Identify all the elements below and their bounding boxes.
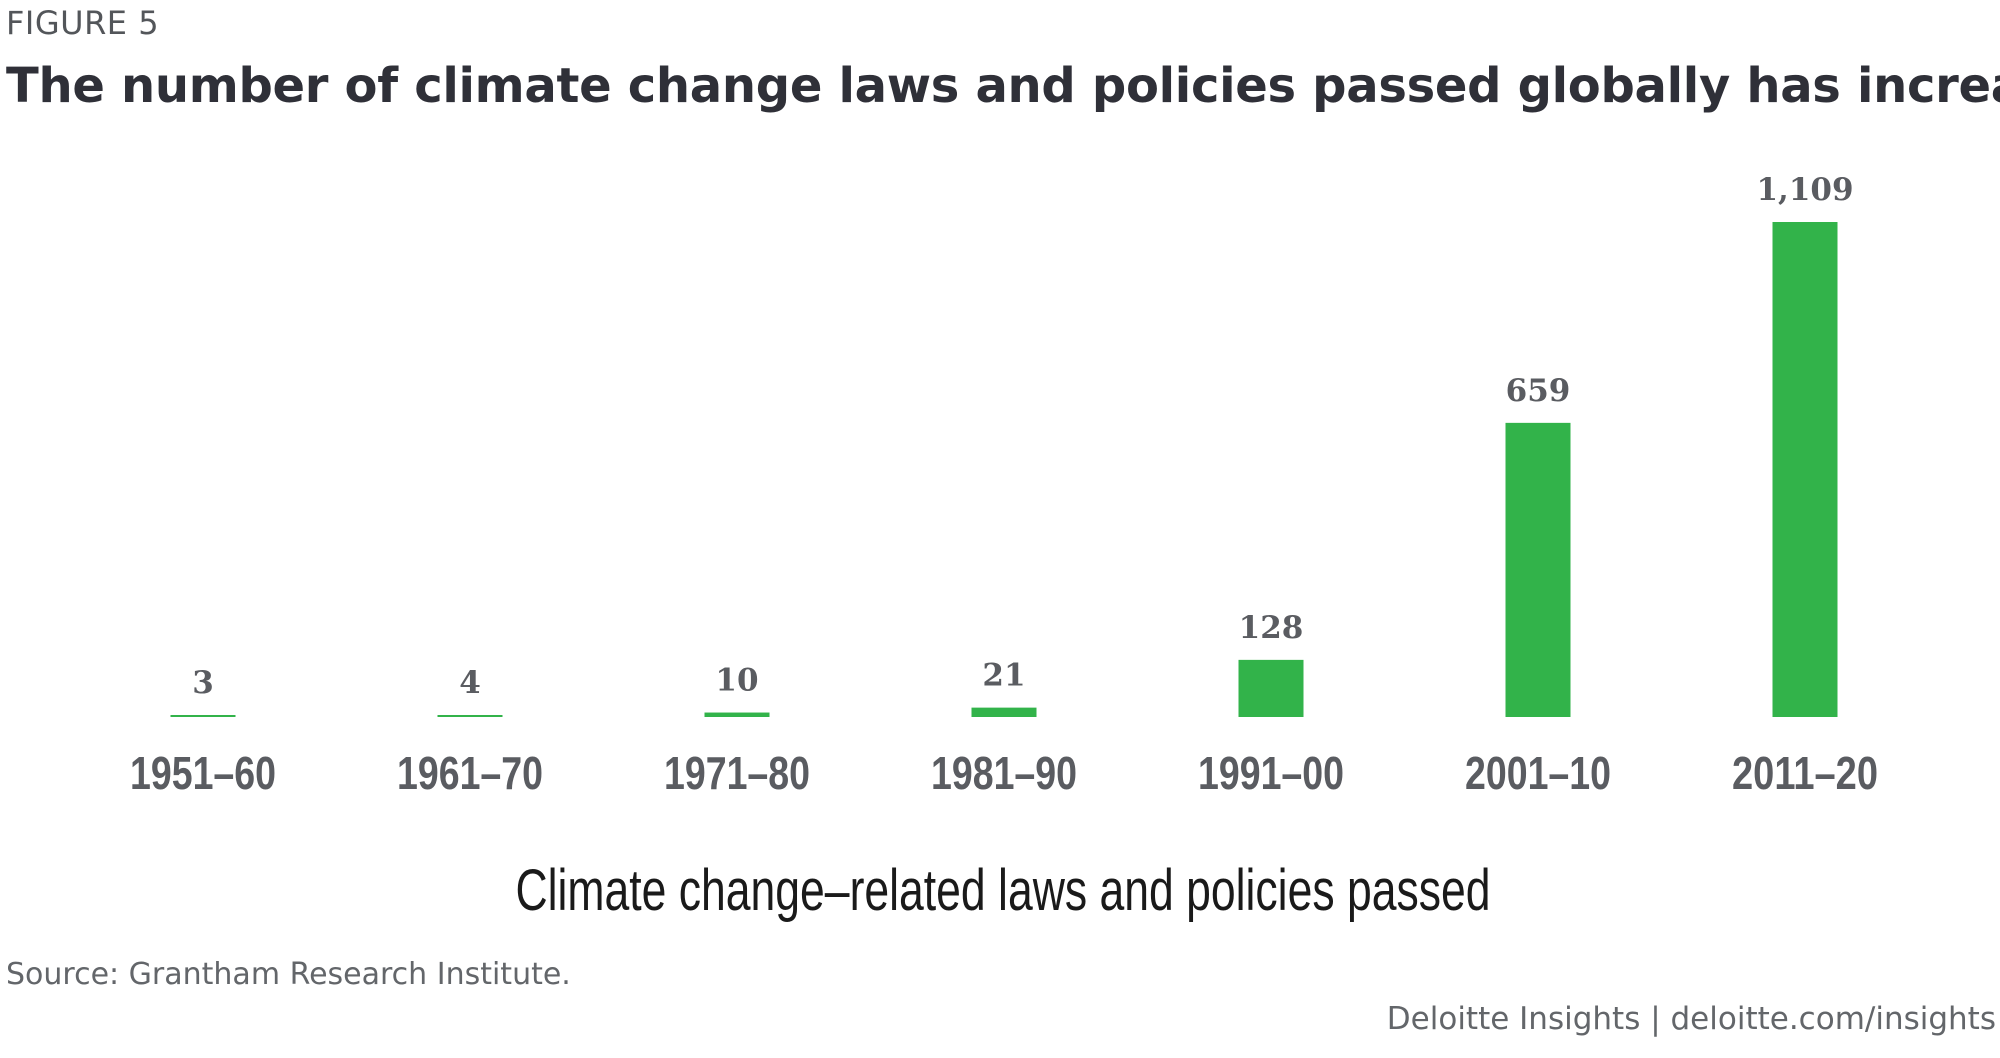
category-labels-group: 1951–60 1961–70 1971–80 1981–90 1991–00 2001–…	[130, 747, 1878, 799]
bar-1971–80	[704, 712, 770, 717]
value-label: 659	[1506, 373, 1571, 409]
category-label: 1991–00	[1198, 747, 1344, 799]
category-label: 1961–70	[397, 747, 543, 799]
category-label: 1981–90	[931, 747, 1077, 799]
value-labels-group: 3 4 10 21 128 659 1,109	[192, 172, 1853, 701]
value-label: 3	[192, 665, 214, 701]
category-label: 1951–60	[130, 747, 276, 799]
bar-2011–20	[1772, 222, 1838, 717]
source-note: Source: Grantham Research Institute.	[6, 957, 571, 992]
bar-1961–70	[437, 715, 503, 717]
footer-credit: Deloitte Insights | deloitte.com/insight…	[1386, 1001, 1996, 1037]
value-label: 128	[1239, 610, 1304, 646]
chart-title: The number of climate change laws and po…	[6, 58, 2000, 114]
bars-group	[170, 222, 1838, 717]
x-axis-label: Climate change–related laws and policies…	[516, 858, 1491, 923]
value-label: 1,109	[1756, 172, 1853, 208]
bar-1951–60	[170, 715, 236, 717]
value-label: 21	[982, 658, 1025, 694]
bar-1981–90	[971, 707, 1037, 717]
category-label: 2011–20	[1732, 747, 1878, 799]
bar-1991–00	[1238, 659, 1304, 717]
figure-label: FIGURE 5	[6, 4, 160, 42]
bar-2001–10	[1505, 422, 1571, 717]
category-label: 2001–10	[1465, 747, 1611, 799]
value-label: 10	[715, 663, 758, 699]
category-label: 1971–80	[664, 747, 810, 799]
value-label: 4	[459, 665, 481, 701]
